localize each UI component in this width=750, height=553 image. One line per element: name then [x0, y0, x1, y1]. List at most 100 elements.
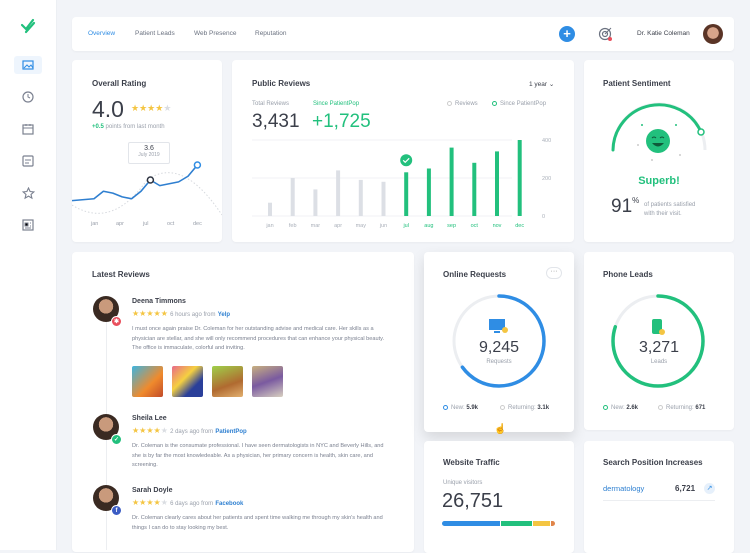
- clock-icon[interactable]: [19, 88, 37, 106]
- star-icon: ★: [132, 498, 140, 507]
- patientpop-icon: ✓: [111, 434, 122, 445]
- search-position-card: [584, 441, 734, 553]
- new-label: New:: [451, 405, 465, 412]
- review-stars: ★★★★★: [132, 309, 168, 318]
- calendar-icon[interactable]: [19, 120, 37, 138]
- x-label: dec: [193, 221, 202, 227]
- user-name[interactable]: Dr. Katie Coleman: [637, 30, 690, 37]
- star-icon: ★: [146, 426, 154, 435]
- period-dropdown[interactable]: 1 year ⌄: [529, 80, 554, 88]
- review-source-link[interactable]: Yelp: [217, 312, 231, 318]
- review-photo[interactable]: [212, 366, 243, 397]
- x-tick-label: aug: [424, 223, 433, 229]
- bar-aug: [426, 168, 431, 216]
- review-text: Dr. Coleman is the consumate professiona…: [132, 443, 384, 468]
- y-tick-label: 400: [542, 138, 551, 144]
- bar-may: [358, 179, 363, 216]
- star-icon: ★: [146, 309, 154, 318]
- review-source-link[interactable]: PatientPop: [215, 429, 247, 435]
- tab-overview[interactable]: Overview: [88, 30, 116, 37]
- x-tick-label: nov: [493, 223, 502, 229]
- more-options-button[interactable]: ···: [546, 267, 562, 279]
- star-icon: ★: [132, 426, 140, 435]
- top-nav: [72, 17, 734, 51]
- x-label: jul: [143, 221, 149, 227]
- x-label: oct: [167, 221, 175, 227]
- traffic-value: 26,751: [442, 490, 504, 512]
- rating-value: 4.0: [92, 96, 124, 122]
- rating-point-dec: [193, 161, 202, 169]
- bar-sep: [449, 147, 454, 216]
- sentiment-caption: with their visit.: [644, 211, 682, 217]
- legend-reviews: Reviews: [455, 101, 478, 108]
- star-icon: ★: [131, 103, 140, 113]
- add-button[interactable]: +: [559, 26, 575, 42]
- progress-arc: [611, 294, 705, 388]
- review-text: Dr. Coleman clearly cares about her pati…: [132, 515, 383, 531]
- traffic-segment: [442, 521, 501, 526]
- period-value: 1 year: [529, 81, 548, 88]
- traffic-label: Unique visitors: [443, 480, 483, 486]
- card-title: Website Traffic: [443, 458, 500, 467]
- since-value: +1,725: [312, 111, 371, 132]
- card-title: Latest Reviews: [92, 270, 150, 279]
- review-stars: ★★★★★: [132, 426, 168, 435]
- monitor-icon: [488, 318, 508, 339]
- bar-nov: [495, 151, 499, 216]
- billing-icon[interactable]: [19, 152, 37, 170]
- x-tick-label: jul: [402, 223, 409, 229]
- returning-value: 3.1k: [537, 405, 550, 412]
- leads-value: 3,271: [638, 339, 680, 356]
- review-text: I must once again praise Dr. Coleman for…: [132, 326, 385, 351]
- x-tick-label: oct: [471, 223, 479, 229]
- tab-reputation[interactable]: Reputation: [255, 30, 287, 37]
- total-reviews: 3,431: [252, 111, 300, 132]
- review-photo[interactable]: [132, 366, 163, 397]
- x-label: jan: [91, 221, 99, 227]
- patientpop-marker-icon: [400, 154, 413, 167]
- requests-value: 9,245: [478, 339, 520, 356]
- image-icon[interactable]: [14, 56, 42, 74]
- search-term-link[interactable]: dermatology: [603, 484, 645, 493]
- review-time: 2 days ago from: [170, 429, 214, 435]
- rating-line: [72, 164, 199, 202]
- y-tick-label: 200: [542, 176, 551, 182]
- star-icon[interactable]: [19, 184, 37, 202]
- star-icon: ★: [132, 309, 140, 318]
- tab-web-presence[interactable]: Web Presence: [194, 30, 237, 37]
- returning-label: Returning:: [508, 405, 536, 412]
- review-source-link[interactable]: Facebook: [215, 501, 244, 507]
- rating-delta-text: points from last month: [105, 124, 165, 130]
- requests-ring: [452, 294, 546, 388]
- online-requests-card[interactable]: [424, 252, 574, 432]
- tab-patient-leads[interactable]: Patient Leads: [135, 30, 175, 37]
- traffic-segment: [550, 521, 555, 526]
- card-title: Online Requests: [443, 270, 507, 279]
- review-time: 6 days ago from: [170, 501, 214, 507]
- progress-arc: [452, 294, 546, 388]
- x-label: apr: [116, 221, 124, 227]
- logo-icon[interactable]: [19, 17, 37, 35]
- reviewer-name: Sheila Lee: [132, 415, 167, 422]
- bar-apr: [336, 170, 341, 216]
- traffic-segment: [501, 521, 532, 526]
- news-icon[interactable]: [19, 216, 37, 234]
- target-icon[interactable]: [598, 26, 614, 47]
- review-photo[interactable]: [172, 366, 203, 397]
- x-tick-label: sep: [447, 223, 456, 229]
- leads-unit: Leads: [650, 359, 668, 365]
- traffic-bar: [442, 521, 555, 526]
- user-avatar[interactable]: [703, 24, 723, 44]
- review-photo[interactable]: [252, 366, 283, 397]
- star-icon: ★: [153, 426, 161, 435]
- x-tick-label: jun: [379, 223, 387, 229]
- search-term-value: 6,721: [675, 484, 696, 493]
- public-reviews-card: [232, 60, 574, 242]
- star-icon: ★: [160, 426, 168, 435]
- chevron-down-icon: ⌄: [548, 81, 555, 88]
- returning-value: 671: [695, 405, 706, 412]
- tooltip-value: 3.6: [144, 145, 154, 152]
- review-stars: ★★★★★: [132, 498, 168, 507]
- requests-unit: Requests: [486, 359, 512, 365]
- yelp-icon: ✱: [111, 316, 122, 327]
